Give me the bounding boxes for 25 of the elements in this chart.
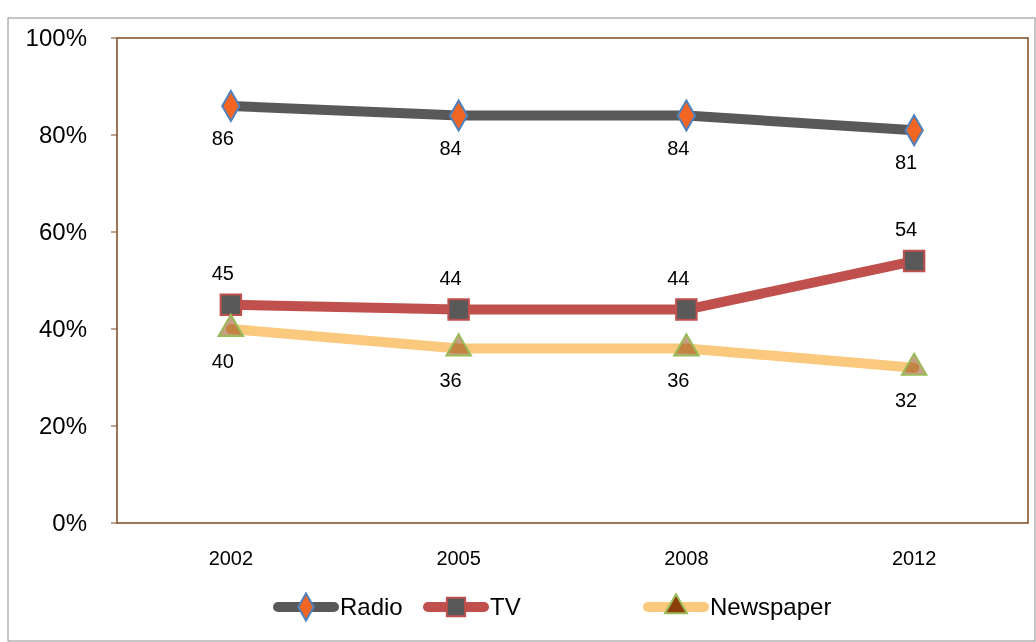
y-tick-label: 20% (38, 412, 87, 440)
data-label: 40 (211, 350, 234, 372)
x-tick-label: 2012 (891, 547, 937, 569)
legend-label: Radio (340, 593, 403, 621)
legend-label: TV (490, 593, 521, 621)
data-label: 81 (895, 151, 918, 174)
data-label: 32 (895, 388, 918, 411)
data-label: 44 (667, 266, 690, 289)
data-label: 54 (895, 218, 918, 241)
data-label: 36 (667, 369, 690, 392)
legend-label: Newspaper (710, 593, 832, 621)
y-tick-label: 60% (38, 218, 87, 246)
x-tick-label: 2005 (436, 547, 481, 569)
y-tick-label: 100% (25, 24, 87, 52)
data-label: 44 (439, 266, 462, 289)
data-label: 45 (211, 261, 234, 284)
data-label: 84 (667, 136, 690, 159)
y-tick-label: 0% (52, 509, 87, 537)
data-label: 84 (439, 136, 462, 159)
y-tick-label: 80% (38, 121, 87, 149)
data-label: 36 (439, 369, 462, 392)
x-tick-label: 2002 (208, 547, 254, 569)
y-tick-label: 40% (38, 315, 87, 343)
x-tick-label: 2008 (664, 547, 709, 569)
data-label: 86 (211, 126, 234, 149)
